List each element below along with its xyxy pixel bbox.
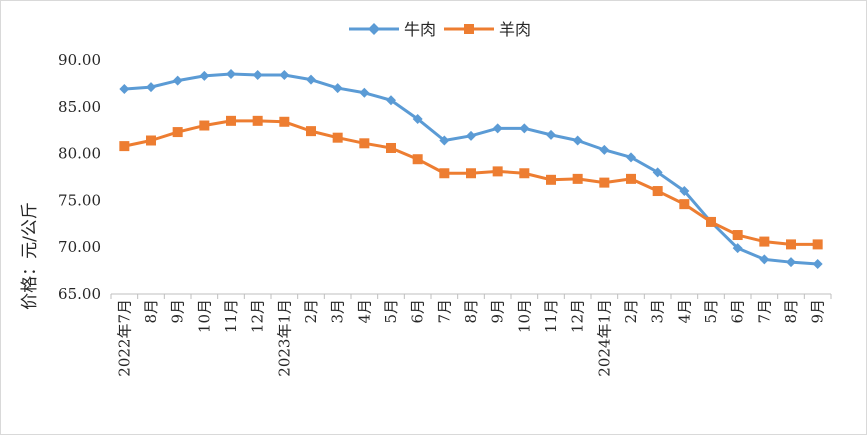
data-point: [572, 135, 583, 146]
data-point: [652, 186, 663, 197]
data-point: [226, 69, 236, 80]
data-point: [359, 87, 370, 98]
x-tick-label: 5月: [702, 299, 720, 324]
data-point: [119, 141, 130, 152]
data-point: [626, 173, 636, 184]
data-point: [439, 135, 450, 146]
data-point: [146, 82, 156, 93]
data-point: [812, 239, 823, 250]
data-point: [146, 135, 156, 146]
data-point: [519, 123, 530, 134]
data-point: [812, 259, 823, 270]
data-point: [492, 123, 503, 134]
series-beef: [119, 69, 823, 270]
legend-marker-lamb: [464, 24, 474, 34]
legend-label-beef: 牛肉: [404, 20, 436, 39]
x-tick-label: 7月: [435, 299, 453, 324]
x-tick-label: 2024年1月: [595, 299, 613, 377]
data-point: [306, 74, 316, 85]
y-axis-label: 价格：元/公斤: [20, 202, 40, 310]
data-point: [119, 84, 130, 95]
series-lamb: [119, 115, 823, 250]
data-point: [199, 120, 210, 131]
x-tick-label: 2023年1月: [275, 299, 293, 377]
data-point: [759, 254, 770, 265]
x-tick-label: 5月: [382, 299, 400, 324]
data-point: [332, 83, 343, 94]
x-tick-label: 8月: [782, 299, 800, 324]
x-tick-label: 7月: [755, 299, 773, 324]
data-point: [466, 168, 476, 179]
data-point: [386, 142, 396, 153]
x-tick-label: 6月: [729, 299, 747, 324]
y-tick-label: 70.00: [58, 238, 101, 256]
data-point: [199, 70, 210, 81]
x-tick-label: 10月: [515, 299, 533, 333]
data-point: [679, 186, 690, 197]
x-tick-label: 9月: [169, 299, 187, 324]
data-point: [652, 167, 663, 178]
x-tick-label: 11月: [542, 299, 560, 333]
data-point: [706, 216, 716, 227]
data-point: [546, 174, 556, 185]
x-tick-label: 3月: [329, 299, 347, 324]
data-point: [492, 166, 503, 177]
y-axis-ticks: 65.00 70.00 75.00 80.00 85.00 90.00: [58, 51, 101, 303]
x-tick-label: 2022年7月: [115, 299, 133, 377]
x-tick-label: 8月: [462, 299, 480, 324]
y-tick-label: 75.00: [58, 191, 101, 209]
data-point: [226, 115, 236, 126]
y-tick-label: 80.00: [58, 145, 101, 163]
x-tick-label: 12月: [249, 299, 267, 333]
data-point: [732, 230, 743, 241]
x-tick-label: 9月: [489, 299, 507, 324]
x-tick-label: 12月: [569, 299, 587, 333]
series-layer: [119, 69, 823, 270]
legend-marker-beef: [368, 23, 380, 35]
x-tick-label: 8月: [142, 299, 160, 324]
data-point: [679, 199, 690, 210]
x-tick-label: 4月: [355, 299, 373, 324]
data-point: [786, 257, 796, 268]
x-tick-label: 9月: [809, 299, 827, 324]
data-point: [439, 168, 450, 179]
data-point: [172, 75, 183, 86]
data-point: [599, 144, 610, 155]
data-point: [359, 138, 370, 149]
x-tick-label: 2月: [622, 299, 640, 324]
x-tick-label: 6月: [409, 299, 427, 324]
data-point: [252, 69, 263, 80]
y-tick-label: 85.00: [58, 98, 101, 116]
legend: 牛肉 羊肉: [349, 20, 531, 39]
x-axis: 2022年7月 8月 9月 10月 11月 12月 2023年1月 2月 3月 4月 5月 6月 7月 8…: [110, 293, 832, 377]
x-tick-label: 2月: [302, 299, 320, 324]
data-point: [279, 69, 290, 80]
legend-label-lamb: 羊肉: [499, 20, 531, 39]
data-point: [519, 168, 530, 179]
data-point: [279, 116, 290, 127]
data-point: [572, 173, 583, 184]
y-tick-label: 90.00: [58, 51, 101, 69]
data-point: [786, 239, 796, 250]
data-point: [252, 115, 263, 126]
x-tick-label: 11月: [222, 299, 240, 333]
data-point: [546, 129, 556, 140]
data-point: [732, 243, 743, 254]
data-point: [466, 130, 476, 141]
x-tick-label: 4月: [675, 299, 693, 324]
data-point: [412, 113, 423, 124]
data-point: [626, 152, 636, 163]
y-tick-label: 65.00: [58, 285, 101, 303]
data-point: [412, 154, 423, 165]
data-point: [599, 177, 610, 188]
data-point: [172, 127, 183, 138]
data-point: [759, 236, 770, 247]
data-point: [332, 132, 343, 143]
data-point: [306, 126, 316, 137]
data-point: [386, 95, 396, 106]
x-tick-label: 3月: [649, 299, 667, 324]
x-tick-label: 10月: [195, 299, 213, 333]
